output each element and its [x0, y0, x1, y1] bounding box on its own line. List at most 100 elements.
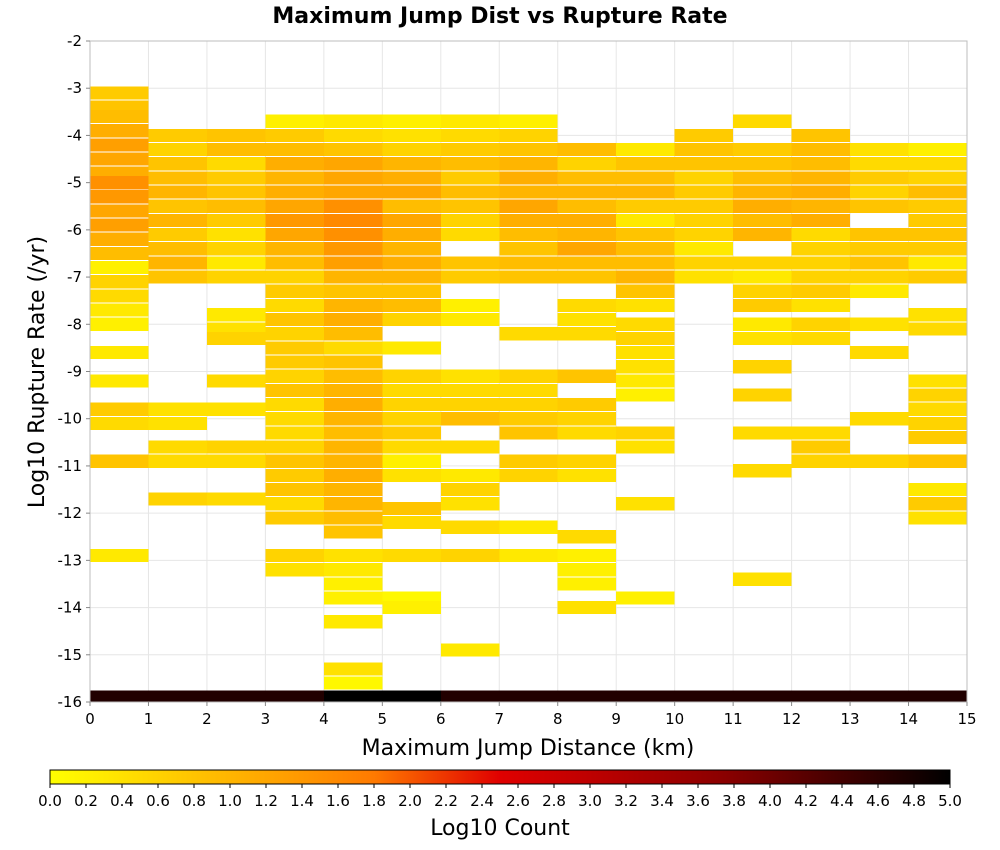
- heatmap-cell: [499, 213, 558, 228]
- heatmap-cell: [557, 157, 617, 171]
- heatmap-cell: [440, 482, 500, 497]
- heatmap-cell: [265, 468, 324, 482]
- heatmap-cell: [382, 341, 441, 355]
- heatmap-cell: [908, 142, 967, 157]
- heatmap-cell: [791, 426, 851, 440]
- heatmap-cell: [323, 690, 383, 702]
- colorbar-tick-label: 3.4: [650, 792, 674, 810]
- heatmap-cell: [323, 369, 383, 383]
- heatmap-cell: [440, 312, 500, 327]
- colorbar-tick-label: 1.6: [326, 792, 350, 810]
- colorbar-tick-label: 5.0: [938, 792, 962, 810]
- y-tick-label: -5: [67, 174, 82, 192]
- heatmap-cell: [206, 374, 266, 388]
- heatmap-cell: [908, 497, 967, 511]
- heatmap-cell: [850, 227, 909, 242]
- heatmap-cell: [440, 199, 500, 213]
- axis-ticks: 0 1 2 3 4 5 6 7 8 9 10 11 12 13 14 15-2-3-4-5-6-7-8-9-1…: [58, 32, 977, 728]
- heatmap-cell: [382, 171, 441, 185]
- heatmap-cell: [908, 402, 967, 416]
- y-tick-label: -10: [58, 410, 83, 428]
- colorbar-tick-label: 4.0: [758, 792, 782, 810]
- heatmap-cell: [265, 690, 324, 702]
- heatmap-cell: [90, 690, 149, 702]
- heatmap-cell: [323, 662, 383, 676]
- heatmap-cell: [90, 303, 149, 317]
- y-tick-label: -2: [67, 32, 82, 50]
- heatmap-cell: [323, 227, 383, 242]
- heatmap-cell: [850, 284, 909, 298]
- heatmap-cell: [557, 199, 617, 213]
- colorbar-tick-label: 0.0: [38, 792, 62, 810]
- heatmap-cell: [499, 454, 558, 468]
- heatmap-cell: [323, 440, 383, 454]
- heatmap-cell: [616, 284, 675, 298]
- heatmap-cell: [616, 360, 675, 374]
- heatmap-cell: [908, 308, 967, 322]
- heatmap-cell: [382, 468, 441, 482]
- heatmap-cell: [850, 412, 909, 426]
- heatmap-cell: [791, 242, 851, 256]
- heatmap-cell: [265, 199, 324, 213]
- heatmap-cell: [382, 213, 441, 228]
- heatmap-cell: [206, 227, 266, 242]
- heatmap-cell: [499, 520, 558, 534]
- heatmap-cell: [206, 331, 266, 346]
- heatmap-cell: [850, 690, 909, 702]
- heatmap-cell: [440, 549, 500, 563]
- heatmap-cell: [557, 369, 617, 383]
- heatmap-cell: [557, 530, 617, 544]
- heatmap-cell: [733, 317, 792, 331]
- heatmap-cell: [616, 426, 675, 440]
- heatmap-cell: [440, 440, 500, 454]
- heatmap-cell: [791, 454, 851, 468]
- heatmap-cell: [323, 157, 383, 171]
- heatmap-cell: [382, 256, 441, 270]
- heatmap-cell: [382, 142, 441, 157]
- heatmap-cell: [733, 284, 792, 298]
- heatmap-cell: [323, 412, 383, 426]
- x-tick-label: 7: [494, 710, 504, 728]
- heatmap-cell: [733, 171, 792, 185]
- heatmap-cell: [265, 440, 324, 454]
- heatmap-cell: [323, 591, 383, 605]
- heatmap-cell: [791, 227, 851, 242]
- heatmap-cell: [148, 171, 207, 185]
- x-tick-label: 1: [144, 710, 154, 728]
- heatmap-cell: [382, 227, 441, 242]
- heatmap-cell: [206, 242, 266, 256]
- heatmap-cell: [733, 388, 792, 402]
- heatmap-cell: [323, 199, 383, 213]
- heatmap-cell: [499, 383, 558, 397]
- heatmap-cell: [440, 383, 500, 397]
- heatmap-cell: [733, 256, 792, 270]
- heatmap-cell: [908, 690, 967, 702]
- heatmap-cell: [850, 171, 909, 185]
- heatmap-cell: [265, 227, 324, 242]
- heatmap-cell: [265, 412, 324, 426]
- heatmap-cell: [850, 256, 909, 270]
- x-tick-label: 15: [957, 710, 976, 728]
- heatmap-cell: [206, 440, 266, 454]
- heatmap-cell: [440, 397, 500, 412]
- heatmap-cell: [148, 402, 207, 416]
- heatmap-cell: [90, 416, 149, 431]
- heatmap-cell: [440, 298, 500, 313]
- heatmap-cell: [265, 426, 324, 440]
- heatmap-cell: [616, 142, 675, 157]
- colorbar-tick-label: 2.6: [506, 792, 530, 810]
- heatmap-cell: [440, 412, 500, 426]
- heatmap-cell: [616, 171, 675, 185]
- heatmap-cell: [148, 227, 207, 242]
- heatmap-cell: [265, 369, 324, 383]
- heatmap-cell: [323, 497, 383, 511]
- heatmap-cell: [908, 256, 967, 270]
- heatmap-cell: [265, 270, 324, 284]
- heatmap-cell: [557, 185, 617, 199]
- heatmap-cell: [206, 690, 266, 702]
- x-tick-label: 2: [202, 710, 212, 728]
- x-tick-label: 11: [724, 710, 743, 728]
- y-tick-label: -6: [67, 221, 82, 239]
- heatmap-cell: [265, 327, 324, 341]
